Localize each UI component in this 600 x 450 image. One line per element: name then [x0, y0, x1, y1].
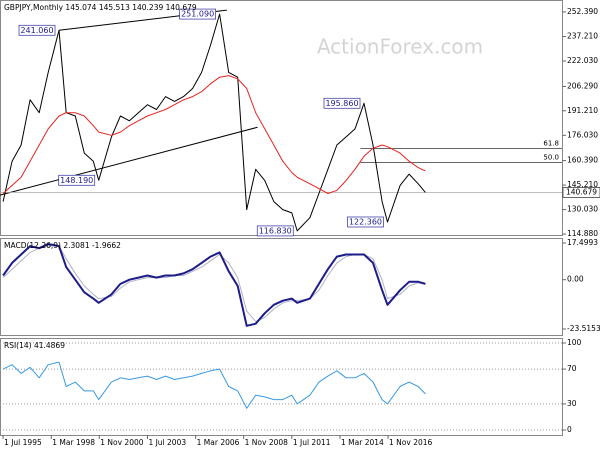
y-tick-label: 252.390 [567, 7, 598, 16]
panel-frame [0, 238, 563, 336]
y-tick-label: 100 [567, 338, 582, 347]
y-tick-label: 114.880 [567, 229, 598, 238]
y-tick-label: 191.210 [567, 106, 598, 115]
y-tick-label: 206.290 [567, 81, 598, 90]
y-tick-label: -23.5153 [567, 324, 600, 333]
x-tick-label: 1 Jul 2011 [293, 438, 331, 447]
annotation-box [18, 24, 56, 36]
annotation-label: 251.090 [181, 10, 214, 19]
watermark: ActionForex.com [317, 35, 483, 59]
annotation-box [179, 8, 216, 20]
annotation-box [323, 97, 361, 109]
y-tick-label: 30 [567, 399, 577, 408]
x-tick-label: 1 Jul 1995 [4, 438, 42, 447]
y-tick-label: 237.210 [567, 31, 598, 40]
annotation-label: 241.060 [20, 26, 53, 35]
y-tick-label: 160.390 [567, 156, 598, 165]
annotation-label: 148.190 [60, 176, 93, 185]
x-tick-label: 1 Jul 2003 [148, 438, 186, 447]
annotation-box [347, 216, 384, 228]
series-line [2, 243, 426, 327]
x-tick-label: 1 Nov 2016 [389, 438, 432, 447]
annotation-box [256, 225, 294, 237]
y-tick-label: 176.030 [567, 130, 598, 139]
y-tick-label: 145.210 [567, 180, 598, 189]
series-line [2, 13, 426, 232]
panel-title: MACD(12,26,9) 2.3081 -1.9662 [4, 241, 121, 250]
panel-title: RSI(14) 41.4869 [4, 341, 65, 350]
last-price-box [562, 187, 600, 198]
x-tick-label: 1 Nov 2008 [245, 438, 288, 447]
series-line [2, 361, 426, 409]
last-price-label: 140.679 [566, 187, 597, 196]
annotation-box [58, 174, 96, 186]
series-line [2, 75, 426, 194]
y-tick-label: 222.030 [567, 56, 598, 65]
fib-label: 61.8 [543, 140, 559, 148]
y-tick-label: 70 [567, 364, 577, 373]
annotation-label: 195.860 [325, 99, 358, 108]
x-tick-label: 1 Nov 2000 [100, 438, 143, 447]
x-tick-label: 1 Mar 1998 [52, 438, 95, 447]
x-tick-label: 1 Mar 2014 [341, 438, 384, 447]
y-tick-label: 17.4993 [567, 238, 598, 247]
y-tick-label: 0 [567, 425, 572, 434]
fib-label: 50.0 [543, 154, 559, 162]
annotation-label: 116.830 [259, 226, 292, 235]
annotation-label: 122.360 [349, 217, 382, 226]
x-tick-label: 1 Mar 2006 [197, 438, 240, 447]
y-tick-label: 130.030 [567, 205, 598, 214]
trendline [0, 126, 258, 196]
panel-title: GBPJPY,Monthly 145.074 145.513 140.239 1… [4, 3, 197, 12]
panel-frame [0, 338, 563, 436]
y-tick-label: 0.00 [567, 275, 584, 284]
